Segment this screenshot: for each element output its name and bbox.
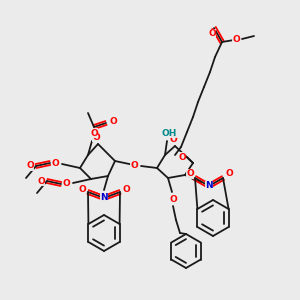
Text: O: O [208, 29, 216, 38]
Text: O: O [169, 134, 177, 143]
Text: N: N [205, 182, 213, 190]
Text: O: O [26, 161, 34, 170]
Text: O: O [186, 169, 194, 178]
Text: O: O [92, 133, 100, 142]
Text: N: N [100, 194, 108, 202]
Text: O: O [122, 184, 130, 194]
Text: OH: OH [161, 128, 177, 137]
Text: O: O [90, 128, 98, 137]
Text: O: O [169, 196, 177, 205]
Text: O: O [78, 184, 86, 194]
Text: O: O [178, 152, 186, 161]
Text: O: O [51, 158, 59, 167]
Text: O: O [130, 160, 138, 169]
Text: O: O [232, 35, 240, 44]
Text: O: O [225, 169, 233, 178]
Text: O: O [109, 118, 117, 127]
Text: O: O [37, 176, 45, 185]
Text: O: O [62, 179, 70, 188]
